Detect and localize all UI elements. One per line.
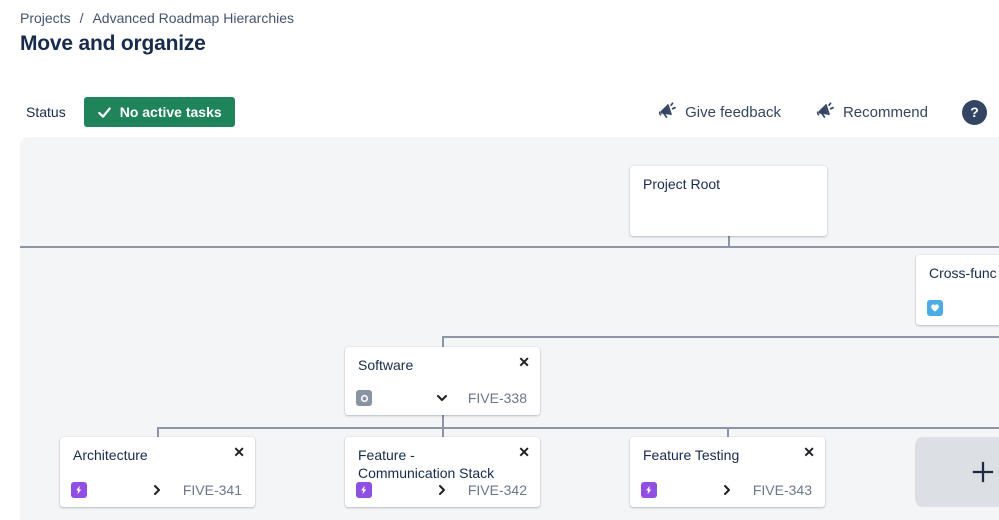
card-title: Project Root <box>643 176 721 192</box>
status-button-label: No active tasks <box>119 104 222 120</box>
issue-type-icon <box>356 390 372 406</box>
card-project-root[interactable]: Project Root <box>630 166 827 236</box>
card-title: Software <box>358 357 414 373</box>
megaphone-icon <box>815 102 835 122</box>
issue-key: FIVE-343 <box>752 482 812 498</box>
issue-key: FIVE-341 <box>182 482 242 498</box>
issue-key: FIVE-338 <box>467 390 527 406</box>
recommend-button[interactable]: Recommend <box>815 102 928 122</box>
give-feedback-button[interactable]: Give feedback <box>657 102 781 122</box>
connector-line <box>442 336 999 338</box>
plus-icon <box>968 457 998 487</box>
close-icon[interactable]: ✕ <box>800 442 818 462</box>
breadcrumb-separator: / <box>79 10 84 26</box>
epic-icon <box>356 482 372 498</box>
connector-line <box>728 235 730 248</box>
give-feedback-label: Give feedback <box>685 103 781 121</box>
card-feature-communication-stack[interactable]: Feature - Communication Stack ✕ FIVE-342 <box>345 437 540 507</box>
check-icon <box>97 105 112 120</box>
toolbar-actions: Give feedback Recommend ? <box>657 97 987 127</box>
issue-key: FIVE-342 <box>467 482 527 498</box>
card-software[interactable]: Software ✕ FIVE-338 <box>345 347 540 415</box>
close-icon[interactable]: ✕ <box>515 442 533 462</box>
connector-line <box>442 336 444 348</box>
breadcrumb: Projects / Advanced Roadmap Hierarchies <box>20 10 294 26</box>
status-button[interactable]: No active tasks <box>83 97 235 127</box>
breadcrumb-current-link[interactable]: Advanced Roadmap Hierarchies <box>92 10 295 26</box>
issue-type-icon <box>927 300 943 316</box>
status-label: Status <box>26 104 66 120</box>
epic-icon <box>71 482 87 498</box>
help-icon[interactable]: ? <box>962 99 987 125</box>
hierarchy-canvas: Project Root Cross-func Software ✕ <box>20 137 999 520</box>
megaphone-icon <box>657 102 677 122</box>
connector-line <box>157 427 159 438</box>
close-icon[interactable]: ✕ <box>515 352 533 372</box>
connector-line <box>157 427 999 429</box>
chevron-down-icon[interactable] <box>434 390 450 406</box>
recommend-label: Recommend <box>842 103 928 121</box>
card-title: Feature - Communication Stack <box>358 447 495 482</box>
card-title: Feature Testing <box>643 447 740 463</box>
connector-line <box>442 414 444 438</box>
page-title: Move and organize <box>20 32 206 55</box>
chevron-right-icon[interactable] <box>149 482 165 498</box>
card-cross-func[interactable]: Cross-func <box>916 255 999 325</box>
status-group: Status No active tasks <box>26 97 235 127</box>
breadcrumb-projects-link[interactable]: Projects <box>20 10 71 26</box>
card-title: Cross-func <box>929 265 997 281</box>
epic-icon <box>641 482 657 498</box>
chevron-right-icon[interactable] <box>719 482 735 498</box>
card-title: Architecture <box>73 447 148 463</box>
card-architecture[interactable]: Architecture ✕ FIVE-341 <box>60 437 255 507</box>
add-card[interactable] <box>915 437 999 507</box>
card-feature-testing[interactable]: Feature Testing ✕ FIVE-343 <box>630 437 825 507</box>
chevron-right-icon[interactable] <box>434 482 450 498</box>
connector-line <box>727 427 729 438</box>
connector-line <box>20 246 999 248</box>
close-icon[interactable]: ✕ <box>230 442 248 462</box>
